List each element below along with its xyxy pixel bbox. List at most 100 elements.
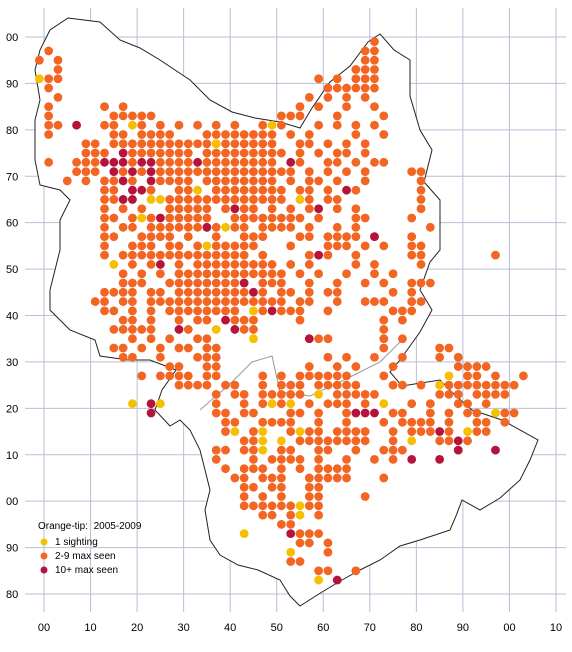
record-dot [193,352,203,362]
record-dot [146,287,156,297]
record-dot [239,130,249,139]
record-dot [174,362,184,371]
record-dot [202,352,212,362]
record-dot [118,315,128,325]
record-dot [342,436,351,446]
record-dot [128,325,137,334]
record-dot [109,167,119,177]
record-dot [370,37,379,47]
record-dot [444,380,454,390]
record-dot [388,445,398,455]
record-dot [249,454,258,464]
record-dot [314,482,324,492]
record-dot [351,566,361,576]
record-dot [146,297,156,306]
record-dot [416,250,426,260]
record-dot [155,176,165,186]
record-dot [249,482,258,492]
record-dot [193,269,203,279]
record-dot [491,380,500,390]
record-dot [174,222,184,232]
record-dot [342,390,351,399]
legend: Orange-tip: 2005-2009 1 sighting 2-9 max … [38,521,142,576]
record-dot [407,427,417,436]
record-dot [360,176,370,186]
record-dot [360,148,370,158]
record-dot [193,260,203,269]
record-dot [249,130,258,139]
record-dot [258,269,268,279]
record-dot [230,380,240,390]
record-dot [221,427,230,436]
record-dot [137,185,147,195]
record-dot [258,139,268,149]
record-dot [314,380,324,390]
record-dot [398,408,407,418]
record-dot [109,120,119,130]
record-dot [444,417,454,427]
record-dot [221,269,230,279]
record-dot [193,278,203,288]
record-dot [211,269,221,279]
record-dot [416,297,426,306]
record-dot [249,315,258,325]
record-dot [314,445,324,455]
record-dot [258,464,268,474]
record-dot [128,306,137,316]
record-dot [351,74,361,84]
record-dot [202,204,212,214]
record-dot [109,185,119,195]
record-dot [295,371,305,381]
record-dot [118,130,128,139]
record-dot [351,83,361,93]
record-dot [314,566,324,576]
record-dot [249,195,258,204]
record-dot [211,325,221,334]
record-dot [128,139,137,149]
record-dot [500,390,510,399]
record-dot [174,306,184,316]
record-dot [314,102,324,112]
record-dot [165,278,175,288]
record-dot [221,157,230,167]
record-dot [267,482,277,492]
record-dot [276,492,286,501]
record-dot [295,306,305,316]
record-dot [360,213,370,223]
record-dot [314,436,324,446]
record-dot [128,241,137,251]
record-dot [286,157,296,167]
record-dot [221,380,230,390]
legend-label: 10+ max seen [55,565,118,576]
record-dot [388,362,398,371]
record-dot [342,473,351,483]
record-dot [183,325,193,334]
record-dot [249,241,258,251]
record-dot [342,399,351,409]
record-dot [211,241,221,251]
record-dot [155,352,165,362]
record-dot [183,213,193,223]
record-dot [304,473,314,483]
record-dot [174,380,184,390]
record-dot [379,157,389,167]
record-dot [304,362,314,371]
record-dot [351,250,361,260]
record-dot [314,454,324,464]
record-dot [258,510,268,520]
record-dot [267,501,277,511]
x-tick-label: 00 [503,622,515,634]
record-dot [286,427,296,436]
record-dot [304,492,314,501]
record-dot [53,65,63,74]
record-dot [258,287,268,297]
record-dot [295,380,305,390]
record-dot [388,436,398,446]
record-dot [304,260,314,269]
record-dot [286,260,296,269]
record-dot [332,222,342,232]
record-dot [267,204,277,214]
record-dot [221,195,230,204]
legend-label: 1 sighting [55,537,98,548]
record-dot [360,278,370,288]
